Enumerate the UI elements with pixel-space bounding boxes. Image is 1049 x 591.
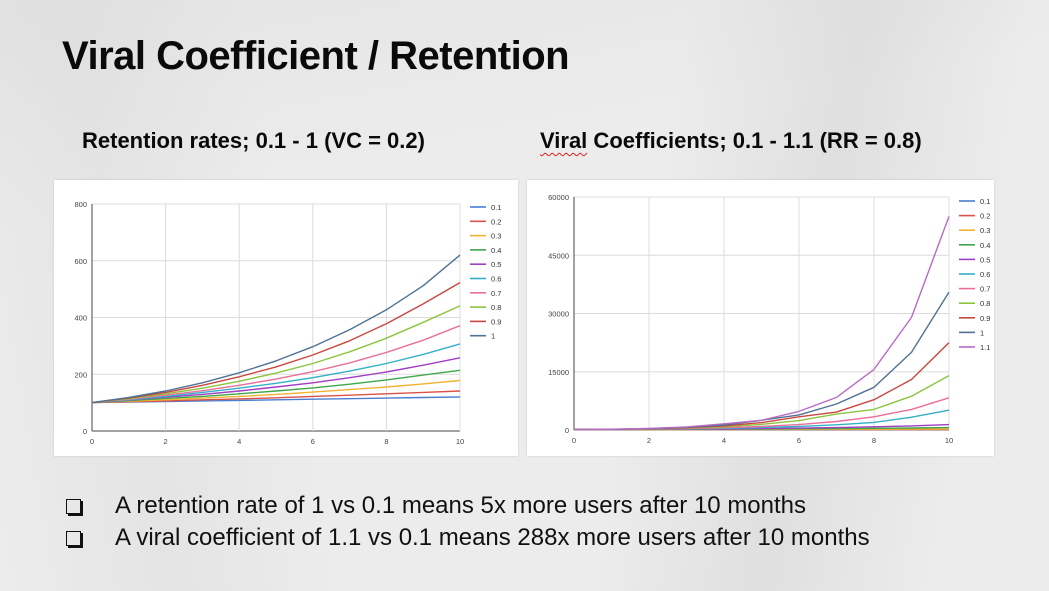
y-tick-label: 200 bbox=[74, 370, 87, 379]
series-line-1 bbox=[573, 291, 950, 431]
y-tick-label: 0 bbox=[565, 426, 569, 435]
y-tick-label: 600 bbox=[74, 257, 87, 266]
legend-label: 1.1 bbox=[980, 343, 990, 352]
legend-label: 0.4 bbox=[980, 241, 990, 250]
legend-label: 0.3 bbox=[980, 226, 990, 235]
legend-label: 0.5 bbox=[491, 260, 501, 269]
legend-label: 0.1 bbox=[491, 203, 501, 212]
legend-label: 0.2 bbox=[491, 217, 501, 226]
spellcheck-word: Viral bbox=[540, 128, 588, 153]
x-tick-label: 4 bbox=[237, 437, 241, 446]
series-line-0-2 bbox=[91, 390, 461, 404]
bullet-list: A retention rate of 1 vs 0.1 means 5x mo… bbox=[64, 490, 870, 554]
series-line-0-9 bbox=[573, 342, 950, 431]
legend-label: 1 bbox=[491, 332, 495, 341]
y-tick-label: 30000 bbox=[548, 310, 569, 319]
retention-chart: 0 200 400 600 800 0 2 4 6 8 10 0.1 0.2 0.3 0.4 0.5 0.6 0.… bbox=[74, 200, 501, 446]
bullet-item: A viral coefficient of 1.1 vs 0.1 means … bbox=[64, 522, 870, 554]
x-tick-label: 10 bbox=[945, 436, 953, 445]
y-tick-label: 800 bbox=[74, 200, 87, 209]
bullet-text: A viral coefficient of 1.1 vs 0.1 means … bbox=[115, 524, 870, 551]
series-line-0-3 bbox=[91, 379, 461, 404]
legend-label: 0.6 bbox=[980, 270, 990, 279]
legend-label: 0.4 bbox=[491, 246, 501, 255]
retention-chart-panel: 0 200 400 600 800 0 2 4 6 8 10 0.1 0.2 0.3 0.4 0.5 0.6 0.… bbox=[54, 180, 518, 456]
series-line-0-8 bbox=[91, 305, 461, 404]
legend-label: 0.9 bbox=[980, 314, 990, 323]
series-line-0-7 bbox=[91, 325, 461, 404]
legend-label: 0.9 bbox=[491, 317, 501, 326]
viral-chart-heading: Viral Coefficients; 0.1 - 1.1 (RR = 0.8) bbox=[540, 128, 922, 154]
series-line-1 bbox=[91, 254, 461, 404]
legend-label: 0.1 bbox=[980, 197, 990, 206]
legend-label: 0.5 bbox=[980, 255, 990, 264]
viral-chart: 0 15000 30000 45000 60000 0 2 4 6 8 10 0.1 0.2 0.3 0.4… bbox=[548, 193, 990, 445]
x-tick-label: 4 bbox=[722, 436, 726, 445]
legend-label: 0.8 bbox=[980, 299, 990, 308]
legend-label: 0.7 bbox=[491, 289, 501, 298]
series-line-1-1 bbox=[573, 216, 950, 431]
retention-chart-heading: Retention rates; 0.1 - 1 (VC = 0.2) bbox=[82, 128, 425, 153]
y-tick-label: 60000 bbox=[548, 193, 569, 202]
legend-label: 0.3 bbox=[491, 232, 501, 241]
x-tick-label: 8 bbox=[872, 436, 876, 445]
legend-label: 0.8 bbox=[491, 303, 501, 312]
series-line-0-8 bbox=[573, 374, 950, 431]
legend-label: 0.6 bbox=[491, 275, 501, 284]
y-tick-label: 45000 bbox=[548, 251, 569, 260]
legend-label: 1 bbox=[980, 328, 984, 337]
checkbox-bullet-icon bbox=[66, 530, 81, 546]
series-line-0-6 bbox=[91, 343, 461, 404]
viral-chart-heading-rest: Coefficients; 0.1 - 1.1 (RR = 0.8) bbox=[587, 128, 922, 153]
x-tick-label: 0 bbox=[90, 437, 94, 446]
bullet-item: A retention rate of 1 vs 0.1 means 5x mo… bbox=[64, 490, 870, 522]
bullet-text: A retention rate of 1 vs 0.1 means 5x mo… bbox=[115, 492, 807, 519]
x-tick-label: 6 bbox=[797, 436, 801, 445]
x-tick-label: 8 bbox=[384, 437, 388, 446]
viral-chart-panel: 0 15000 30000 45000 60000 0 2 4 6 8 10 0.1 0.2 0.3 0.4… bbox=[527, 180, 994, 456]
legend-label: 0.7 bbox=[980, 285, 990, 294]
x-tick-label: 2 bbox=[164, 437, 168, 446]
y-tick-label: 0 bbox=[83, 427, 87, 436]
series-line-0-9 bbox=[91, 281, 461, 404]
series-line-0-4 bbox=[91, 369, 461, 404]
x-tick-label: 2 bbox=[647, 436, 651, 445]
legend-label: 0.2 bbox=[980, 212, 990, 221]
x-tick-label: 6 bbox=[311, 437, 315, 446]
y-tick-label: 15000 bbox=[548, 368, 569, 377]
slide-title: Viral Coefficient / Retention bbox=[62, 34, 570, 78]
checkbox-bullet-icon bbox=[66, 498, 81, 514]
x-tick-label: 0 bbox=[572, 436, 576, 445]
x-tick-label: 10 bbox=[456, 437, 464, 446]
y-tick-label: 400 bbox=[74, 314, 87, 323]
